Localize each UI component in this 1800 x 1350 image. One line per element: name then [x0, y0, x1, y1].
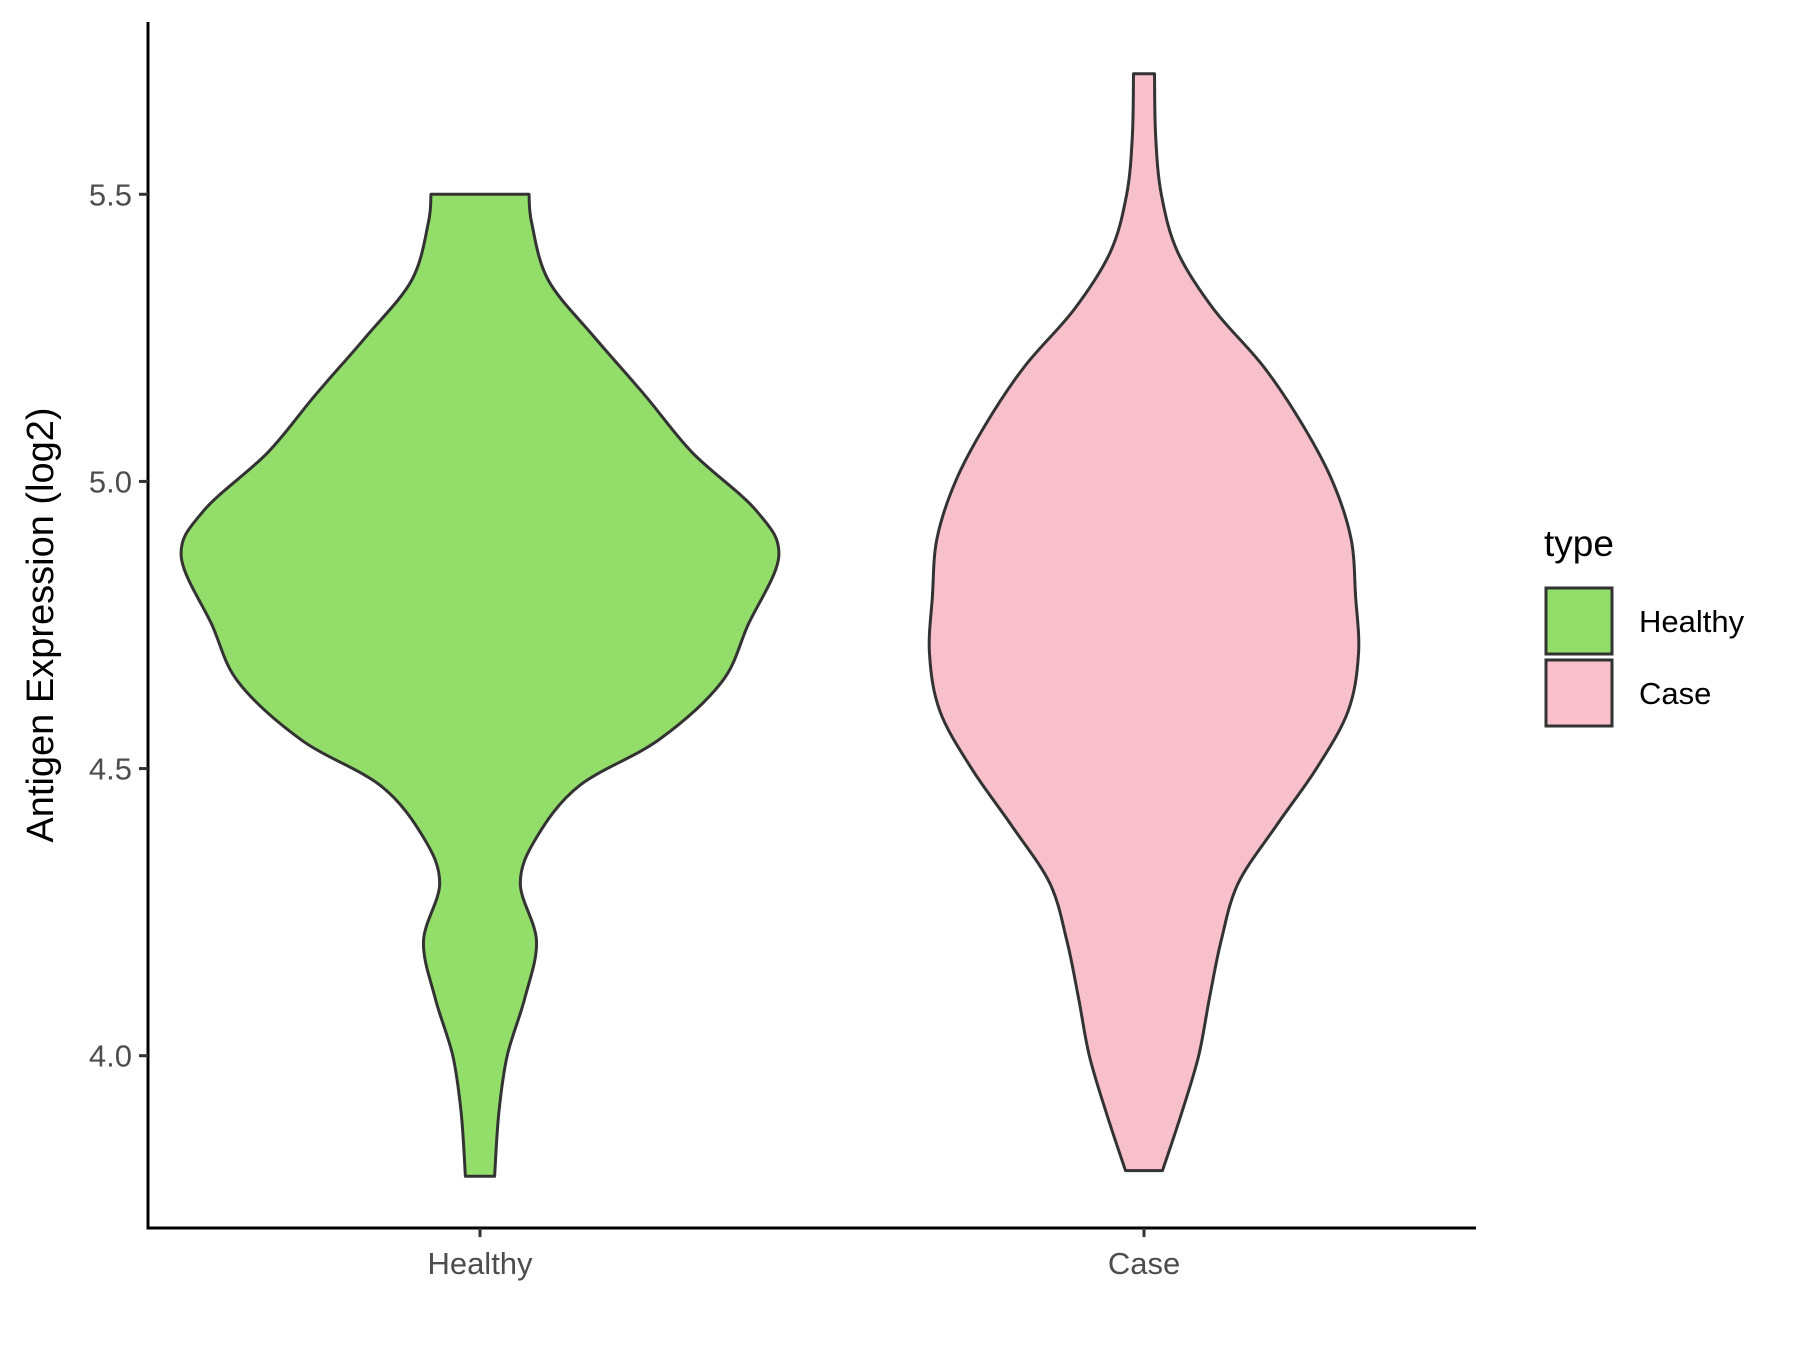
x-tick-label: Case	[1108, 1246, 1180, 1281]
legend-swatch-healthy	[1544, 586, 1614, 656]
y-tick-label: 5.5	[89, 177, 132, 212]
legend: type Healthy Case	[1544, 523, 1745, 728]
y-tick-label: 4.0	[89, 1039, 132, 1074]
legend-label-case: Case	[1639, 676, 1711, 711]
y-axis-ticks: 4.0 4.5 5.0 5.5	[89, 177, 148, 1074]
legend-label-healthy: Healthy	[1639, 604, 1745, 639]
x-tick-label: Healthy	[427, 1246, 533, 1281]
violin-case	[927, 72, 1361, 1173]
x-axis-ticks: Healthy Case	[427, 1228, 1180, 1281]
legend-title: type	[1544, 523, 1614, 564]
legend-swatch-case	[1544, 658, 1614, 728]
y-axis-label: Antigen Expression (log2)	[20, 407, 62, 842]
violin-layer	[179, 72, 1361, 1178]
y-tick-label: 5.0	[89, 464, 132, 499]
violin-healthy	[179, 192, 781, 1178]
y-tick-label: 4.5	[89, 752, 132, 787]
legend-items: Healthy Case	[1544, 586, 1745, 728]
